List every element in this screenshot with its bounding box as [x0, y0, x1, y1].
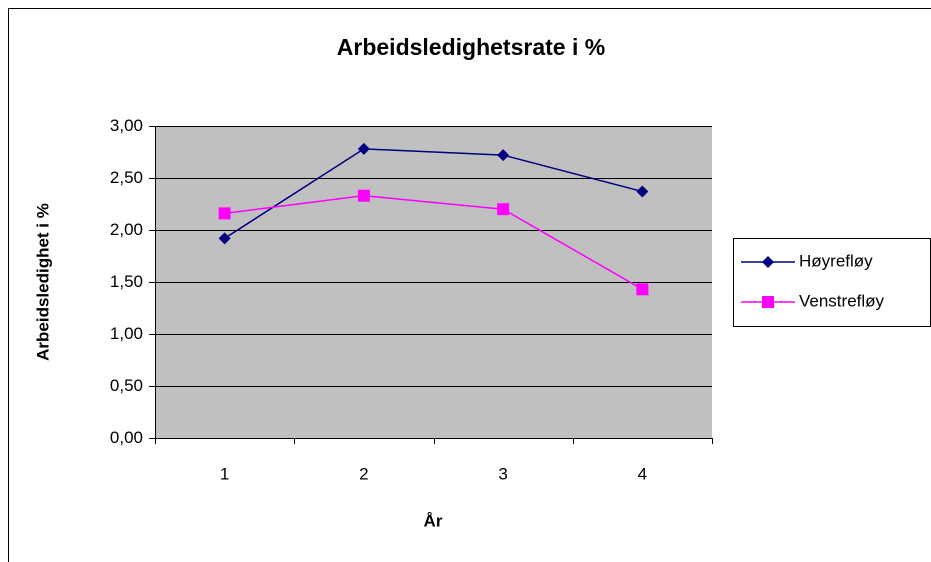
- series-line: [224, 148, 643, 239]
- y-tick-label: 1,00: [110, 324, 143, 343]
- y-tick-label: 2,00: [110, 220, 143, 239]
- data-point: [497, 149, 510, 162]
- legend: [733, 238, 931, 327]
- y-tick-label: 0,00: [110, 428, 143, 447]
- series-line: [224, 194, 643, 290]
- y-tick-label: 0,50: [110, 376, 143, 395]
- data-point: [497, 203, 510, 216]
- x-axis-label: År: [424, 511, 443, 530]
- chart-title: Arbeidsledighetsrate i %: [337, 34, 605, 60]
- x-tick-label: 1: [220, 464, 229, 483]
- x-tick-label: 4: [638, 464, 647, 483]
- data-point: [357, 189, 370, 202]
- legend-label: Høyrefløy: [799, 251, 873, 270]
- y-axis-label: Arbeidsledighet i %: [33, 203, 52, 361]
- legend-label: Venstrefløy: [799, 291, 885, 310]
- data-point: [218, 207, 231, 220]
- data-point: [218, 232, 231, 245]
- x-tick-label: 3: [498, 464, 507, 483]
- data-point: [357, 142, 370, 155]
- data-point: [636, 283, 649, 296]
- y-tick-label: 2,50: [110, 168, 143, 187]
- data-point: [636, 185, 649, 198]
- y-tick-label: 3,00: [110, 116, 143, 135]
- legend-marker: [762, 256, 774, 268]
- legend-marker: [762, 296, 774, 308]
- x-tick-label: 2: [359, 464, 368, 483]
- y-tick-label: 1,50: [110, 272, 143, 291]
